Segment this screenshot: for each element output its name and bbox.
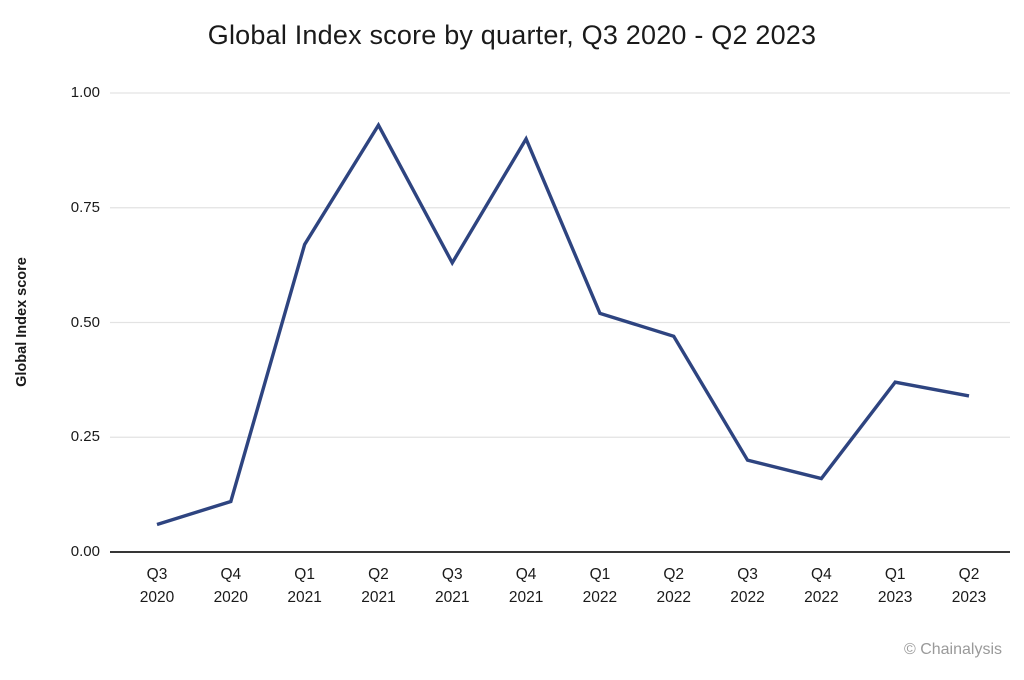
x-tick-label: Q3 2021	[412, 563, 492, 609]
x-tick-label: Q3 2022	[708, 563, 788, 609]
attribution-text: © Chainalysis	[903, 641, 1002, 658]
x-tick-quarter: Q1	[884, 566, 906, 583]
plot-area	[110, 92, 1010, 553]
x-tick-year: 2022	[582, 589, 618, 606]
x-tick-label: Q3 2020	[117, 563, 197, 609]
x-tick-label: Q4 2022	[781, 563, 861, 609]
x-tick-quarter: Q2	[958, 566, 980, 583]
x-tick-label: Q1 2023	[855, 563, 935, 609]
x-tick-quarter: Q2	[368, 566, 389, 583]
series-line	[156, 121, 970, 527]
x-tick-year: 2022	[730, 589, 765, 606]
x-tick-year: 2022	[656, 589, 691, 606]
x-tick-label: Q4 2021	[486, 563, 566, 609]
x-tick-year: 2021	[435, 589, 470, 606]
x-tick-label: Q2 2021	[338, 563, 418, 609]
x-tick-quarter: Q3	[737, 566, 758, 583]
y-tick-label: 0.00	[70, 543, 100, 560]
chart-title: Global Index score by quarter, Q3 2020 -…	[207, 20, 817, 50]
y-axis-title: Global Index score	[14, 257, 30, 387]
x-tick-label: Q1 2022	[560, 563, 640, 609]
x-tick-year: 2020	[139, 589, 175, 606]
y-tick-label: 1.00	[70, 84, 100, 101]
x-tick-year: 2020	[213, 589, 249, 606]
x-tick-quarter: Q2	[663, 566, 685, 583]
x-tick-year: 2023	[951, 589, 987, 606]
x-tick-label: Q1 2021	[265, 563, 345, 609]
x-tick-quarter: Q1	[294, 566, 315, 583]
x-tick-quarter: Q3	[146, 566, 168, 583]
x-tick-quarter: Q1	[589, 566, 611, 583]
x-tick-quarter: Q4	[220, 566, 242, 583]
x-tick-label: Q4 2020	[191, 563, 271, 609]
y-tick-label: 0.50	[70, 313, 100, 331]
x-tick-year: 2023	[877, 589, 913, 606]
y-tick-label: 0.75	[70, 198, 100, 216]
x-tick-label: Q2 2022	[634, 563, 714, 609]
x-tick-year: 2021	[287, 589, 322, 606]
x-tick-year: 2022	[804, 589, 839, 606]
x-tick-year: 2021	[508, 589, 544, 606]
x-tick-quarter: Q3	[441, 566, 463, 583]
y-tick-label: 0.25	[70, 428, 100, 446]
x-tick-year: 2021	[361, 589, 396, 606]
x-tick-label: Q2 2023	[929, 563, 1009, 609]
x-tick-quarter: Q4	[515, 566, 537, 583]
x-tick-quarter: Q4	[811, 566, 832, 583]
